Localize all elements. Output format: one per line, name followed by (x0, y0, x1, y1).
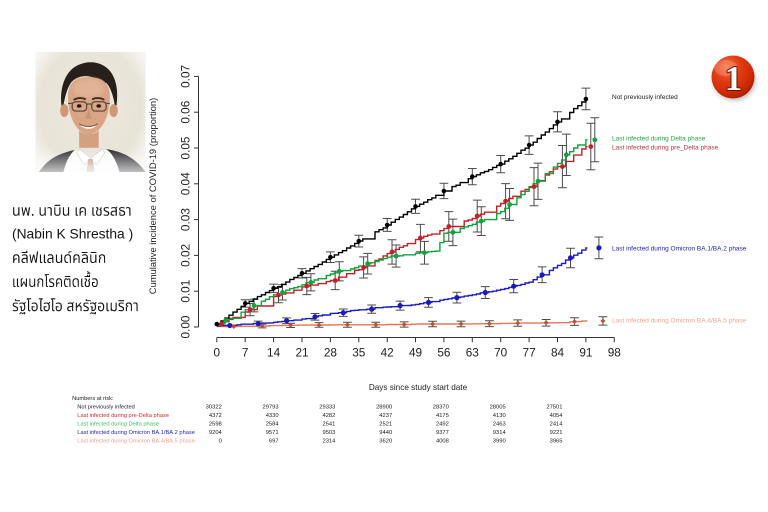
svg-text:4282: 4282 (322, 413, 335, 419)
svg-text:9221: 9221 (550, 430, 563, 436)
svg-text:77: 77 (523, 346, 536, 360)
svg-text:49: 49 (409, 346, 422, 360)
svg-text:28900: 28900 (376, 404, 392, 410)
svg-text:(Nabin K Shrestha ): (Nabin K Shrestha ) (12, 227, 133, 242)
svg-text:3990: 3990 (493, 438, 506, 444)
svg-text:21: 21 (295, 346, 308, 360)
svg-text:2314: 2314 (322, 438, 336, 444)
svg-text:0.06: 0.06 (179, 100, 193, 123)
svg-text:Days since study start date: Days since study start date (369, 383, 468, 392)
svg-text:9440: 9440 (379, 430, 392, 436)
svg-text:0.02: 0.02 (179, 244, 193, 267)
svg-text:29793: 29793 (262, 404, 278, 410)
svg-text:2541: 2541 (322, 421, 335, 427)
svg-text:42: 42 (381, 346, 394, 360)
svg-text:2584: 2584 (266, 421, 280, 427)
svg-text:0.04: 0.04 (179, 172, 193, 195)
svg-text:2414: 2414 (550, 421, 564, 427)
svg-text:697: 697 (269, 438, 279, 444)
svg-text:9204: 9204 (209, 430, 223, 436)
svg-text:9377: 9377 (436, 430, 449, 436)
svg-text:27501: 27501 (546, 404, 562, 410)
svg-text:0.05: 0.05 (179, 136, 193, 159)
svg-text:4130: 4130 (493, 413, 506, 419)
svg-text:Not previously infected: Not previously infected (612, 94, 678, 101)
svg-text:28: 28 (324, 346, 338, 360)
svg-text:2463: 2463 (493, 421, 506, 427)
svg-text:4372: 4372 (209, 413, 222, 419)
svg-text:28370: 28370 (433, 404, 449, 410)
svg-text:30322: 30322 (206, 404, 222, 410)
svg-text:9503: 9503 (322, 430, 335, 436)
svg-text:Last infected during Delta pha: Last infected during Delta phase (612, 135, 706, 142)
svg-text:0.01: 0.01 (179, 280, 193, 303)
svg-text:Last infected during pre-Delta: Last infected during pre-Delta phase (77, 413, 169, 419)
svg-text:Not previously infected: Not previously infected (77, 404, 135, 410)
svg-text:70: 70 (494, 346, 508, 360)
svg-text:29333: 29333 (319, 404, 335, 410)
svg-text:4054: 4054 (550, 413, 564, 419)
svg-text:56: 56 (437, 346, 451, 360)
svg-text:Last infected during Omicron B: Last infected during Omicron BA.4/BA.5 p… (612, 318, 747, 325)
svg-text:4175: 4175 (436, 413, 449, 419)
svg-text:0.07: 0.07 (179, 65, 193, 88)
svg-text:0: 0 (219, 438, 222, 444)
svg-text:Last infected during Delta pha: Last infected during Delta phase (77, 421, 159, 427)
svg-text:91: 91 (579, 346, 592, 360)
svg-text:Cumulative incidence of COVID-: Cumulative incidence of COVID-19 (propor… (147, 98, 158, 294)
svg-text:7: 7 (242, 346, 249, 360)
svg-text:28005: 28005 (490, 404, 506, 410)
svg-text:98: 98 (608, 346, 622, 360)
svg-text:14: 14 (267, 346, 281, 360)
svg-text:2598: 2598 (209, 421, 222, 427)
svg-text:4237: 4237 (379, 413, 392, 419)
svg-text:Numbers at risk:: Numbers at risk: (72, 396, 114, 402)
svg-text:63: 63 (466, 346, 480, 360)
svg-text:2521: 2521 (379, 421, 392, 427)
svg-text:3620: 3620 (379, 438, 392, 444)
svg-text:1: 1 (725, 59, 743, 98)
svg-text:4330: 4330 (266, 413, 279, 419)
svg-text:0.03: 0.03 (179, 208, 193, 231)
svg-text:4008: 4008 (436, 438, 449, 444)
svg-text:Last infected during pre_Delta: Last infected during pre_Delta phase (612, 145, 719, 152)
svg-text:9571: 9571 (266, 430, 279, 436)
svg-text:0.00: 0.00 (179, 315, 193, 338)
svg-text:9314: 9314 (493, 430, 507, 436)
svg-text:35: 35 (352, 346, 366, 360)
svg-text:2492: 2492 (436, 421, 449, 427)
svg-text:Last infected during Omicron B: Last infected during Omicron BA.1/BA.2 p… (77, 430, 195, 436)
svg-text:84: 84 (551, 346, 565, 360)
svg-text:3965: 3965 (550, 438, 563, 444)
svg-text:Last infected during Omicron B: Last infected during Omicron BA.4/BA.5 p… (77, 438, 195, 444)
svg-text:0: 0 (214, 346, 221, 360)
svg-text:Last infected during Omicron B: Last infected during Omicron BA.1/BA.2 p… (612, 246, 747, 253)
